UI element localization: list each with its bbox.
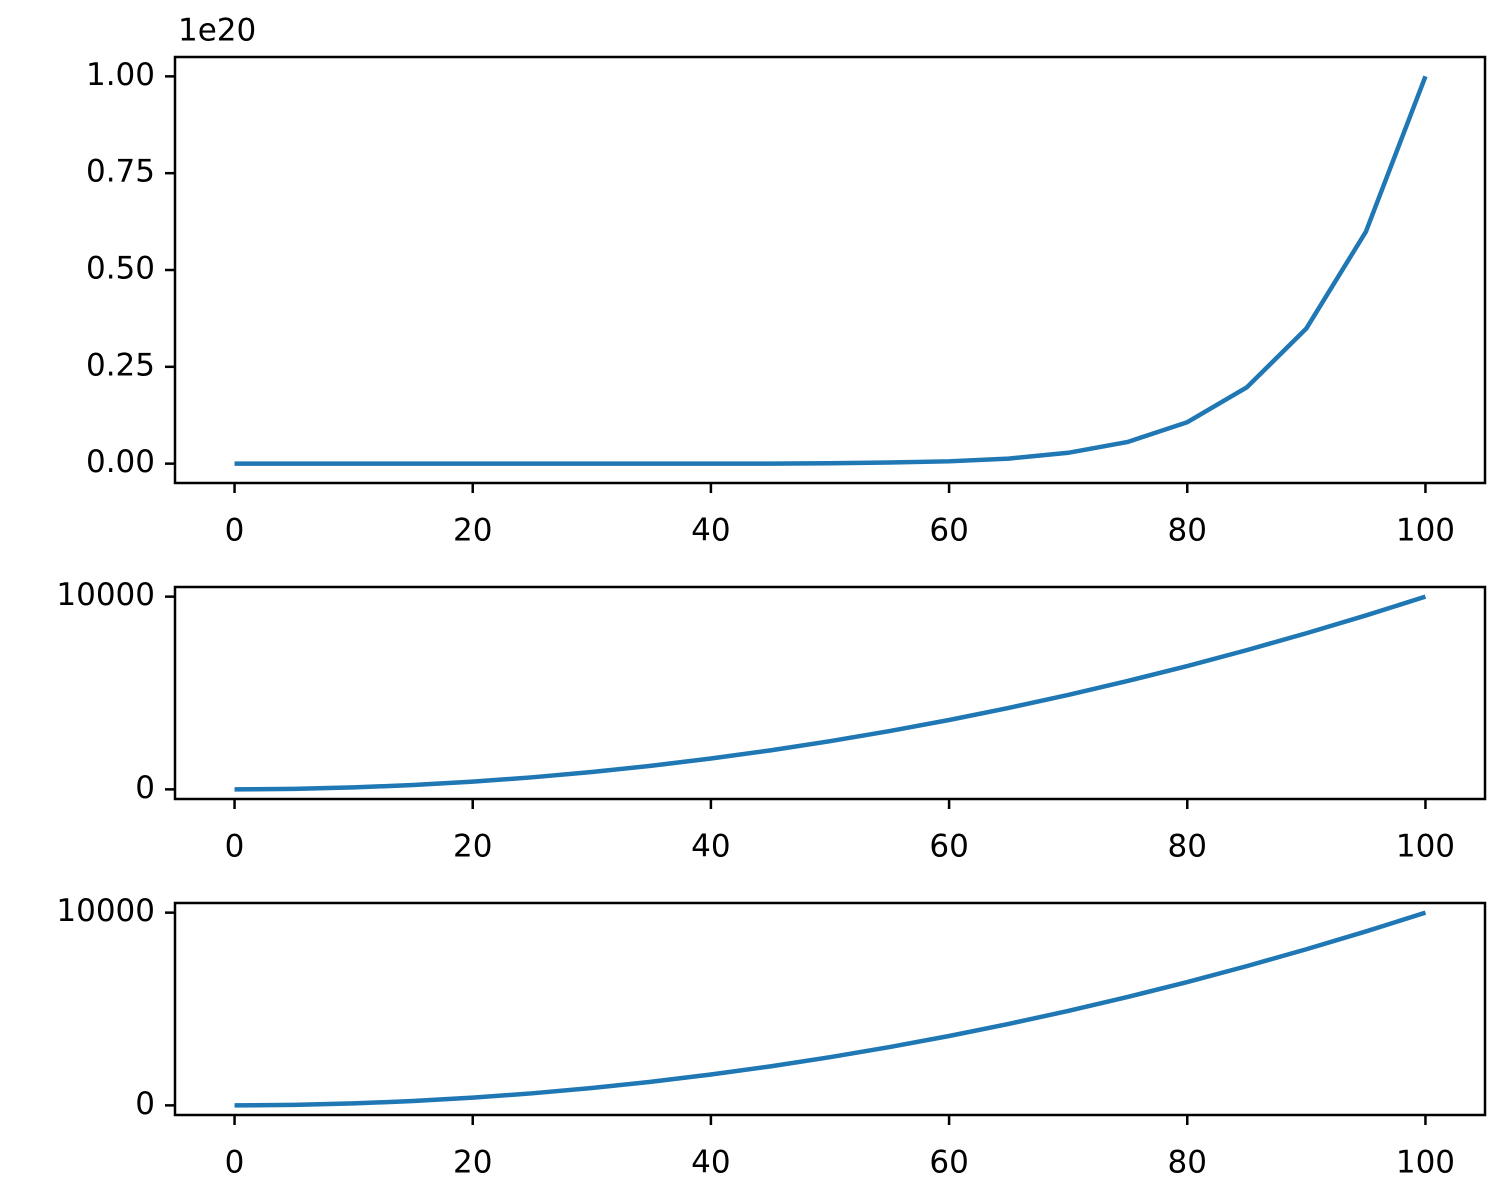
x-tick-label: 100	[1396, 829, 1455, 865]
x-tick-label: 20	[453, 1145, 492, 1181]
line	[234, 75, 1428, 466]
x-tick-label: 60	[929, 513, 968, 549]
x-tick-label: 60	[929, 1145, 968, 1181]
line	[234, 910, 1427, 1108]
y-tick-label: 0.25	[86, 347, 155, 383]
x-tick-label: 40	[691, 513, 730, 549]
x-tick-label: 20	[453, 513, 492, 549]
x-tick-label: 20	[453, 829, 492, 865]
y-tick-label: 10000	[56, 577, 155, 613]
x-tick-label: 0	[225, 829, 245, 865]
y-tick-label: 0.00	[86, 444, 155, 480]
axes-frame	[173, 55, 1487, 485]
y-tick-label: 0	[135, 1086, 155, 1122]
x-tick-label: 100	[1396, 1145, 1455, 1181]
y-tick-label: 0	[135, 770, 155, 806]
axes-frame	[173, 585, 1487, 801]
x-tick-label: 80	[1168, 829, 1207, 865]
y-tick-label: 1.00	[86, 57, 155, 93]
x-tick-label: 0	[225, 513, 245, 549]
y-tick-label: 0.50	[86, 251, 155, 287]
y-tick-label: 0.75	[86, 154, 155, 190]
x-tick-label: 40	[691, 1145, 730, 1181]
x-tick-label: 40	[691, 829, 730, 865]
x-tick-label: 80	[1168, 513, 1207, 549]
line	[234, 594, 1427, 792]
axes-frame	[173, 901, 1487, 1117]
x-tick-label: 100	[1396, 513, 1455, 549]
x-tick-label: 0	[225, 1145, 245, 1181]
y-tick-label: 10000	[56, 893, 155, 929]
x-tick-label: 60	[929, 829, 968, 865]
x-tick-label: 80	[1168, 1145, 1207, 1181]
offset-text: 1e20	[178, 13, 256, 49]
